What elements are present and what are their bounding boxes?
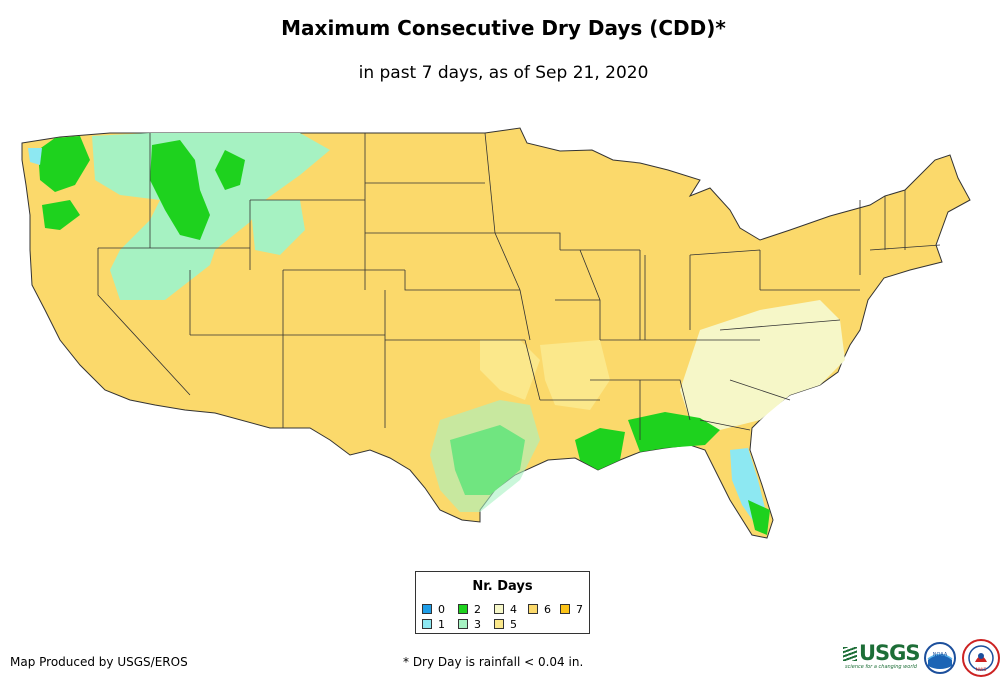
nws-logo: NWS <box>962 639 1000 677</box>
legend-label-0: 0 <box>438 603 445 616</box>
ok-yellow-region <box>480 340 540 400</box>
southern-yellow-region <box>540 340 610 410</box>
legend-swatch-4 <box>494 604 504 614</box>
usgs-tagline: science for a changing world <box>845 664 917 670</box>
legend-swatch-0 <box>422 604 432 614</box>
legend-label-2: 2 <box>474 603 481 616</box>
legend: Nr. Days 0 1 2 3 4 5 6 7 <box>415 571 590 634</box>
legend-label-5: 5 <box>510 618 517 631</box>
usgs-wave-icon <box>843 647 857 661</box>
legend-label-1: 1 <box>438 618 445 631</box>
usgs-logo-text: USGS <box>859 641 921 665</box>
legend-label-6: 6 <box>544 603 551 616</box>
legend-label-3: 3 <box>474 618 481 631</box>
state-borders <box>97 132 941 440</box>
noaa-logo-text: NOAA <box>933 652 948 658</box>
map-credit: Map Produced by USGS/EROS <box>10 655 188 669</box>
noaa-logo: NOAA <box>924 642 956 674</box>
map-title: Maximum Consecutive Dry Days (CDD)* <box>281 16 726 40</box>
legend-swatch-7 <box>560 604 570 614</box>
mt-green-region <box>215 150 245 190</box>
wy-light-green-region <box>250 200 305 255</box>
map-regions <box>21 127 971 539</box>
wa-teal-region <box>28 148 42 165</box>
la-green-region <box>575 428 625 470</box>
legend-swatch-5 <box>494 619 504 629</box>
or-green-region <box>42 200 80 230</box>
legend-swatch-3 <box>458 619 468 629</box>
legend-swatch-2 <box>458 604 468 614</box>
nws-logo-text: NWS <box>976 667 987 673</box>
dry-day-footnote: * Dry Day is rainfall < 0.04 in. <box>403 655 584 669</box>
legend-swatch-1 <box>422 619 432 629</box>
legend-label-7: 7 <box>576 603 583 616</box>
fl-green-region <box>748 500 770 535</box>
id-green-region <box>150 140 210 240</box>
tx-light-green-region <box>430 400 540 512</box>
gulf-green-region <box>628 412 720 452</box>
se-pale-yellow-region <box>680 300 845 430</box>
wa-green-region <box>38 136 90 192</box>
legend-label-4: 4 <box>510 603 517 616</box>
legend-title: Nr. Days <box>472 579 533 594</box>
usgs-logo: USGS science for a changing world <box>843 641 921 670</box>
legend-swatch-6 <box>528 604 538 614</box>
map-subtitle: in past 7 days, as of Sep 21, 2020 <box>358 63 649 83</box>
